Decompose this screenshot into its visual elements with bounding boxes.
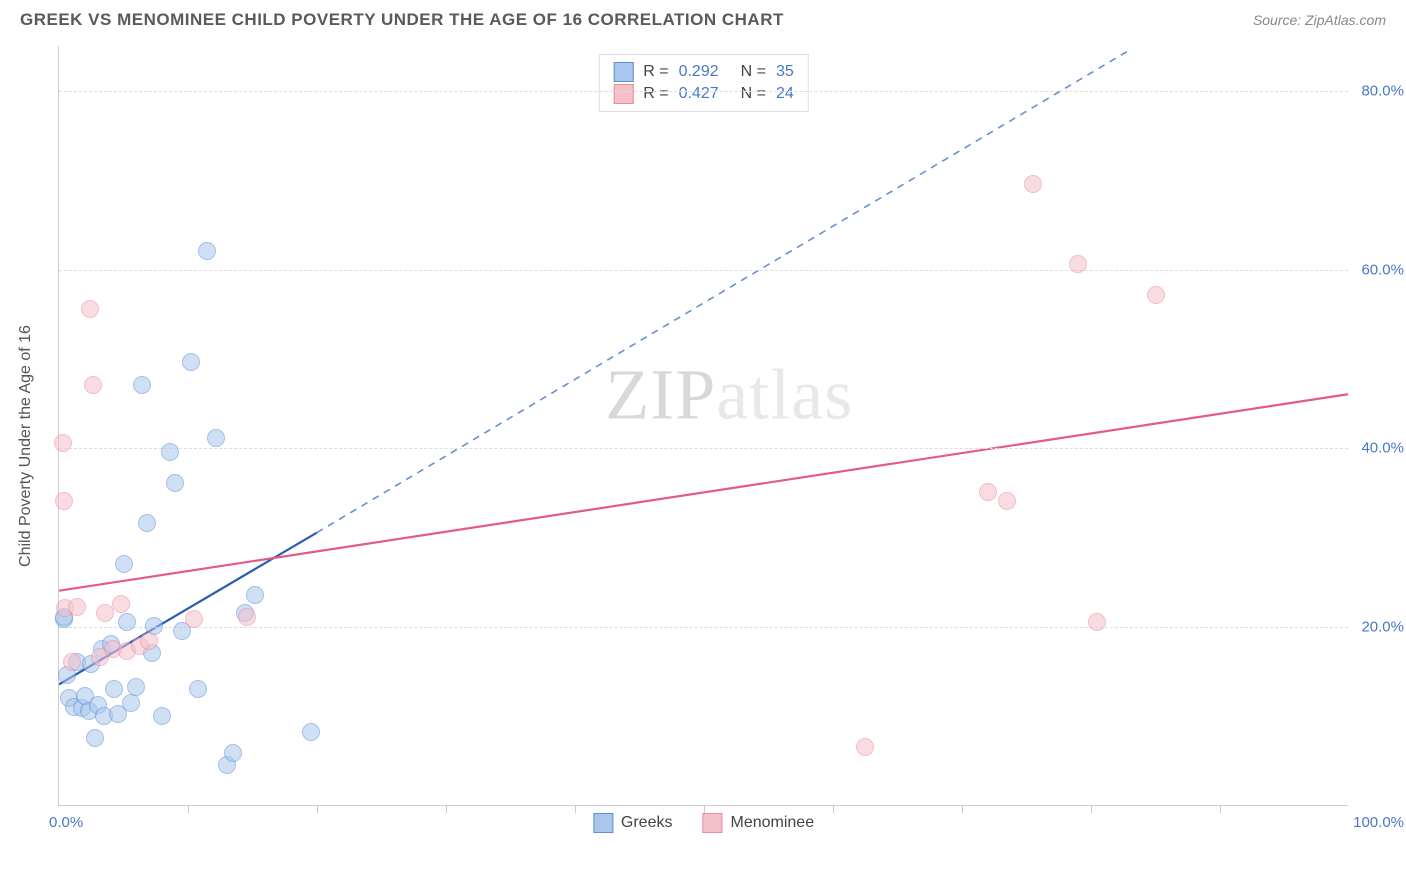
gridline — [59, 627, 1348, 628]
source-attribution: Source: ZipAtlas.com — [1253, 12, 1386, 28]
legend-swatch — [613, 84, 633, 104]
data-point — [166, 474, 184, 492]
legend-swatch — [593, 813, 613, 833]
legend-n-value: 24 — [776, 85, 794, 103]
legend-r-value: 0.292 — [679, 63, 719, 81]
data-point — [185, 610, 203, 628]
gridline — [59, 270, 1348, 271]
data-point — [118, 613, 136, 631]
data-point — [55, 492, 73, 510]
y-tick-label: 20.0% — [1361, 619, 1404, 636]
data-point — [115, 555, 133, 573]
legend-n-value: 35 — [776, 63, 794, 81]
data-point — [153, 707, 171, 725]
data-point — [105, 680, 123, 698]
legend-item: Greeks — [593, 813, 673, 833]
legend-label: Greeks — [621, 814, 673, 832]
data-point — [138, 514, 156, 532]
x-tick — [575, 805, 576, 813]
data-point — [189, 680, 207, 698]
x-tick — [317, 805, 318, 813]
legend-swatch — [702, 813, 722, 833]
data-point — [140, 632, 158, 650]
x-axis-min-label: 0.0% — [49, 814, 83, 831]
data-point — [63, 653, 81, 671]
data-point — [998, 492, 1016, 510]
legend-n-label: N = — [741, 85, 766, 103]
legend-swatch — [613, 62, 633, 82]
data-point — [112, 595, 130, 613]
x-tick — [446, 805, 447, 813]
y-tick-label: 60.0% — [1361, 261, 1404, 278]
trend-line — [59, 394, 1348, 590]
y-tick-label: 80.0% — [1361, 82, 1404, 99]
data-point — [1147, 286, 1165, 304]
watermark: ZIPatlas — [605, 354, 853, 437]
data-point — [1024, 175, 1042, 193]
data-point — [979, 483, 997, 501]
x-tick — [962, 805, 963, 813]
gridline — [59, 448, 1348, 449]
data-point — [133, 376, 151, 394]
legend-r-value: 0.427 — [679, 85, 719, 103]
legend-n-label: N = — [741, 63, 766, 81]
data-point — [54, 434, 72, 452]
data-point — [856, 738, 874, 756]
legend-row: R = 0.292 N = 35 — [613, 61, 794, 83]
legend-label: Menominee — [730, 814, 814, 832]
data-point — [302, 723, 320, 741]
data-point — [84, 376, 102, 394]
data-point — [1069, 255, 1087, 273]
data-point — [238, 608, 256, 626]
trend-line — [317, 50, 1129, 532]
data-point — [224, 744, 242, 762]
x-tick — [1091, 805, 1092, 813]
data-point — [127, 678, 145, 696]
data-point — [246, 586, 264, 604]
trend-lines-layer — [59, 46, 1348, 805]
data-point — [207, 429, 225, 447]
chart-container: Child Poverty Under the Age of 16 ZIPatl… — [50, 46, 1400, 846]
plot-area: ZIPatlas R = 0.292N = 35R = 0.427N = 24 … — [58, 46, 1348, 806]
data-point — [161, 443, 179, 461]
data-point — [81, 300, 99, 318]
x-tick — [833, 805, 834, 813]
data-point — [122, 694, 140, 712]
data-point — [86, 729, 104, 747]
legend-item: Menominee — [702, 813, 814, 833]
series-legend: Greeks Menominee — [593, 813, 814, 833]
legend-row: R = 0.427 N = 24 — [613, 83, 794, 105]
gridline — [59, 91, 1348, 92]
y-tick-label: 40.0% — [1361, 440, 1404, 457]
data-point — [68, 598, 86, 616]
x-tick — [1220, 805, 1221, 813]
correlation-legend: R = 0.292 N = 35 R = 0.427 N = 24 — [598, 54, 809, 112]
y-axis-label: Child Poverty Under the Age of 16 — [17, 325, 35, 567]
data-point — [1088, 613, 1106, 631]
chart-title: GREEK VS MENOMINEE CHILD POVERTY UNDER T… — [20, 10, 784, 30]
x-tick — [704, 805, 705, 813]
legend-r-label: R = — [643, 63, 668, 81]
x-tick — [188, 805, 189, 813]
data-point — [198, 242, 216, 260]
x-axis-max-label: 100.0% — [1353, 814, 1404, 831]
legend-r-label: R = — [643, 85, 668, 103]
data-point — [182, 353, 200, 371]
